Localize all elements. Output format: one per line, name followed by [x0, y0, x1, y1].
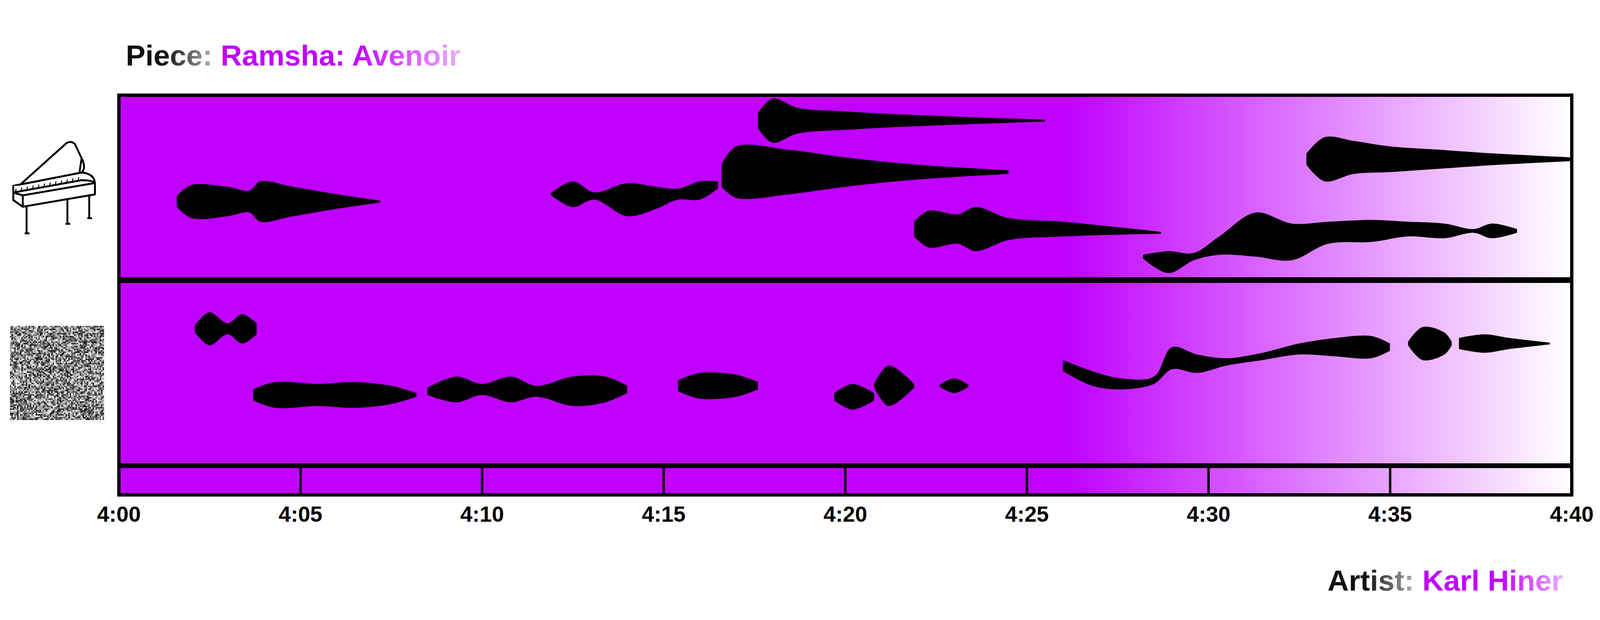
svg-text:4:30: 4:30	[1186, 501, 1231, 527]
svg-text:4:40: 4:40	[1549, 501, 1594, 527]
html-text:Piece: Ramsha: Avenoir: Piece: Ramsha: Avenoir	[125, 38, 461, 72]
svg-text:4:35: 4:35	[1368, 501, 1413, 527]
svg-text:4:20: 4:20	[823, 501, 868, 527]
html-text:Artist: Karl Hiner: Artist: Karl Hiner	[1327, 563, 1563, 597]
svg-text:4:05: 4:05	[278, 501, 323, 527]
svg-text:4:00: 4:00	[96, 501, 141, 527]
svg-text:4:15: 4:15	[641, 501, 686, 527]
svg-text:4:10: 4:10	[460, 501, 505, 527]
svg-text:4:25: 4:25	[1005, 501, 1049, 527]
